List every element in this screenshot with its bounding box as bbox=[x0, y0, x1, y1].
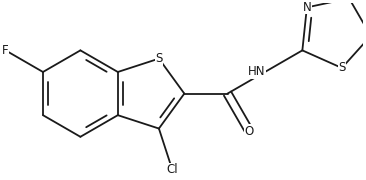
Text: O: O bbox=[244, 125, 254, 138]
Text: S: S bbox=[155, 52, 163, 65]
Text: Cl: Cl bbox=[167, 163, 178, 176]
Text: HN: HN bbox=[247, 66, 265, 78]
Text: N: N bbox=[303, 1, 311, 14]
Text: F: F bbox=[2, 44, 9, 57]
Text: S: S bbox=[338, 61, 346, 75]
